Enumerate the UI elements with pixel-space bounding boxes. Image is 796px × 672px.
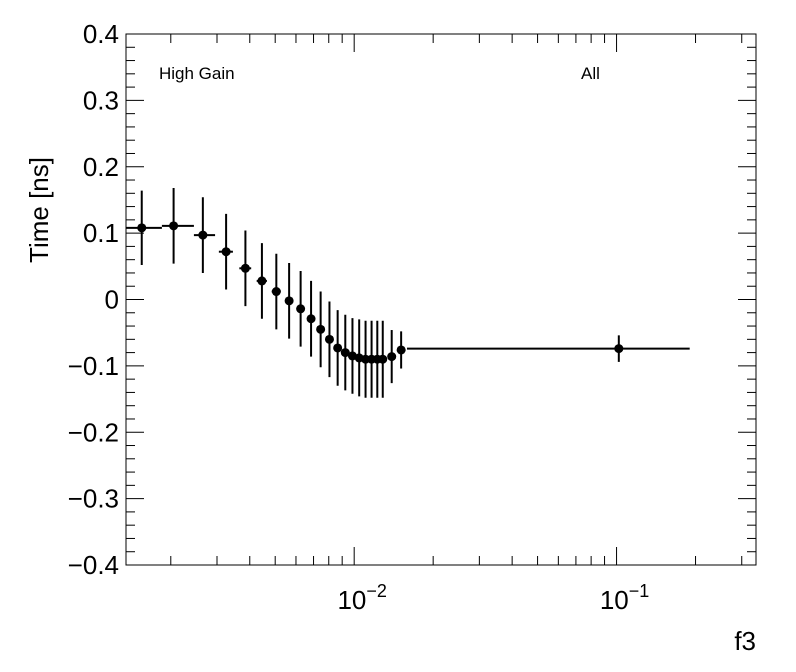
point-marker [240, 263, 250, 273]
data-point [333, 310, 343, 386]
point-marker [221, 247, 231, 257]
data-point [296, 270, 306, 347]
point-marker [257, 276, 267, 286]
point-marker [378, 354, 388, 364]
data-point [387, 330, 397, 384]
x-tick-exponent: −1 [629, 581, 650, 601]
x-tick-base: 10 [600, 585, 629, 615]
point-marker [614, 344, 624, 354]
point-marker [324, 334, 334, 344]
data-point [340, 314, 350, 391]
plot-frame [125, 33, 757, 566]
point-marker [396, 345, 406, 355]
y-tick-label: 0.4 [83, 19, 119, 49]
data-point [284, 262, 294, 339]
point-marker [306, 314, 316, 324]
x-axis-tick-labels: 10−2 10−1 [337, 581, 649, 615]
point-marker [284, 296, 294, 306]
data-point [396, 331, 406, 369]
y-tick-label: 0.1 [83, 218, 119, 248]
data-points [126, 187, 690, 398]
data-point [271, 253, 281, 330]
data-point [407, 335, 690, 362]
y-tick-label: 0.2 [83, 152, 119, 182]
data-point [324, 301, 334, 378]
y-tick-label: 0.3 [83, 85, 119, 115]
x-tick-exponent: −2 [366, 581, 387, 601]
point-marker [387, 352, 397, 362]
data-point [239, 230, 252, 307]
x-tick-base: 10 [337, 585, 366, 615]
x-axis-ticks [170, 34, 743, 565]
y-axis-title: Time [ns] [24, 157, 54, 263]
point-marker [169, 221, 179, 231]
y-axis-ticks [126, 33, 756, 566]
x-tick-label: 10−2 [337, 581, 386, 615]
y-tick-label: 0 [105, 285, 119, 315]
point-marker [333, 343, 343, 353]
data-point [218, 213, 233, 290]
annotation-all: All [581, 64, 600, 83]
data-point [378, 320, 388, 398]
data-point [126, 190, 162, 265]
point-marker [296, 304, 306, 314]
x-axis-title: f3 [734, 626, 756, 656]
y-tick-label: −0.1 [68, 351, 119, 381]
point-marker [271, 287, 281, 297]
data-point [161, 187, 194, 264]
point-marker [198, 230, 208, 240]
y-tick-label: −0.3 [68, 484, 119, 514]
annotation-high-gain: High Gain [159, 64, 235, 83]
data-point [193, 197, 216, 273]
point-marker [316, 324, 326, 334]
data-point [256, 243, 267, 319]
data-point [316, 291, 326, 368]
y-tick-label: −0.2 [68, 417, 119, 447]
point-marker [137, 223, 147, 233]
y-tick-label: −0.4 [68, 550, 119, 580]
y-axis-tick-labels: 0.4 0.3 0.2 0.1 0 −0.1 −0.2 −0.3 −0.4 [68, 19, 119, 580]
x-tick-label: 10−1 [600, 581, 649, 615]
data-point [306, 280, 316, 357]
point-marker [340, 348, 350, 358]
